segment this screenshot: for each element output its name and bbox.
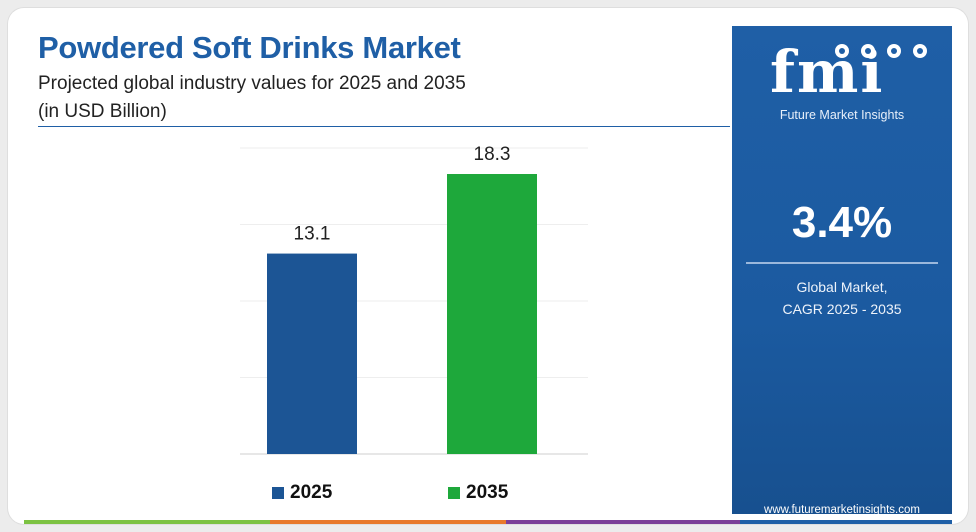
chart-title: Powdered Soft Drinks Market <box>38 30 461 65</box>
unit-text: (in USD Billion) <box>38 101 167 122</box>
data-labels: 13.1 18.3 <box>294 144 511 245</box>
cagr-label: Global Market, CAGR 2025 - 2035 <box>732 276 952 320</box>
brand-name: Future Market Insights <box>779 108 905 122</box>
cagr-label-line1: Global Market, <box>796 279 888 295</box>
cagr-label-line2: CAGR 2025 - 2035 <box>782 301 902 317</box>
infographic-card: Powdered Soft Drinks Market Projected gl… <box>8 8 968 524</box>
bar-2035 <box>447 174 537 454</box>
legend-item-2035: 2035 <box>448 482 508 504</box>
legend-swatch-2035 <box>448 487 460 499</box>
chart-subtitle: Projected global industry values for 202… <box>38 70 598 126</box>
legend-swatch-2025 <box>272 487 284 499</box>
legend-label-2035: 2035 <box>466 482 509 503</box>
stripe-segment <box>270 520 506 524</box>
bar-2025 <box>267 253 357 454</box>
data-label-2035: 18.3 <box>474 144 511 165</box>
cagr-sidebar: fmi Future Market Insights 3.4% Global M… <box>732 26 952 516</box>
bar-chart: 13.1 18.3 <box>240 144 588 455</box>
title-divider <box>38 126 730 127</box>
website-url: www.futuremarketinsights.com <box>764 504 920 516</box>
stripe-segment <box>740 520 952 524</box>
logo-people-icon <box>835 44 927 58</box>
subtitle-text: Projected global industry values for 202… <box>38 73 466 94</box>
bottom-color-stripe <box>24 520 952 524</box>
stripe-segment <box>24 520 270 524</box>
sidebar-divider <box>746 262 938 264</box>
stripe-segment <box>506 520 740 524</box>
legend-item-2025: 2025 <box>272 482 332 504</box>
cagr-value: 3.4% <box>791 198 893 247</box>
chart-legend: 2025 2035 <box>8 482 732 510</box>
bars <box>267 174 537 454</box>
legend-label-2025: 2025 <box>290 482 333 503</box>
data-label-2025: 13.1 <box>294 224 331 245</box>
